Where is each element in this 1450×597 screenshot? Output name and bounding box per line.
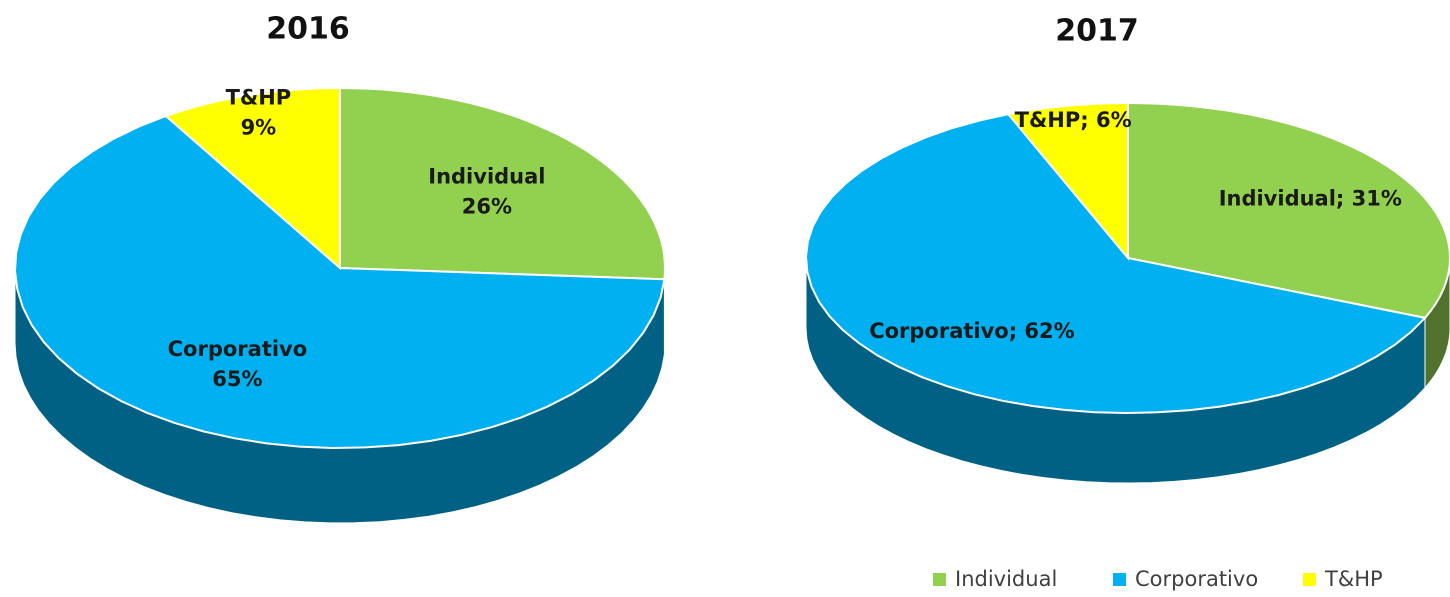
legend-label: Corporativo	[1135, 567, 1258, 591]
slice	[163, 87, 341, 271]
legend-swatch	[1113, 573, 1126, 586]
chart-title: 2016	[266, 12, 350, 47]
data-label-category: Individual	[428, 165, 545, 189]
legend-swatch	[933, 573, 946, 586]
slice	[1127, 101, 1450, 319]
legend-swatch	[1303, 573, 1316, 586]
data-label: 9%	[241, 115, 277, 139]
slice	[13, 114, 666, 450]
legend-label: Individual	[955, 567, 1057, 591]
data-label: 65%	[212, 367, 262, 391]
slice	[1006, 102, 1129, 261]
data-label-category: T&HP	[226, 85, 292, 109]
legend-label: T&HP	[1324, 567, 1383, 591]
slice	[339, 86, 666, 281]
data-label-category: Corporativo	[168, 337, 308, 361]
slice	[804, 112, 1428, 415]
data-label: Corporativo; 62%	[869, 319, 1075, 343]
data-label: T&HP; 6%	[1015, 108, 1132, 132]
chart-title: 2017	[1055, 14, 1139, 49]
data-label: 26%	[462, 195, 512, 219]
data-label: Individual; 31%	[1219, 187, 1402, 211]
